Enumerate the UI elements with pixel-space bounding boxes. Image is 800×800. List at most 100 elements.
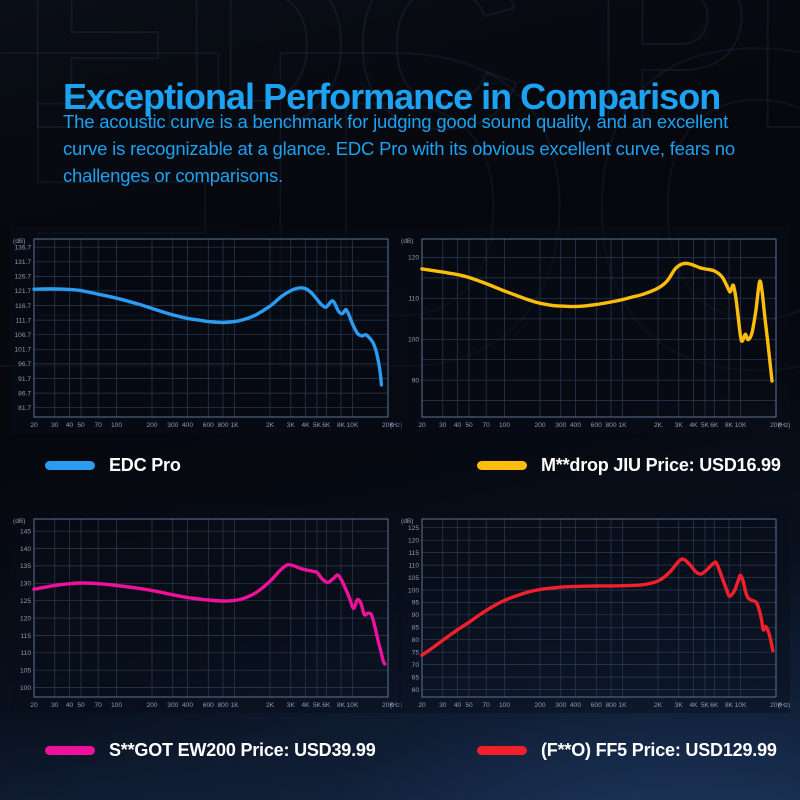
svg-text:300: 300 bbox=[555, 422, 566, 429]
svg-text:110: 110 bbox=[20, 650, 31, 657]
svg-text:115: 115 bbox=[408, 550, 419, 557]
svg-text:200: 200 bbox=[534, 702, 545, 709]
svg-text:136.7: 136.7 bbox=[14, 245, 31, 252]
chart-panel-edc-pro: 136.7 131.7 126.7 121.7 116.7 111.7 106.7 101.7… bbox=[10, 227, 402, 433]
svg-text:800: 800 bbox=[605, 422, 616, 429]
svg-text:100: 100 bbox=[111, 422, 122, 429]
svg-text:(dB): (dB) bbox=[13, 518, 25, 525]
svg-text:116.7: 116.7 bbox=[15, 303, 31, 310]
svg-text:200: 200 bbox=[146, 422, 157, 429]
svg-text:(Hz): (Hz) bbox=[390, 422, 402, 429]
svg-text:50: 50 bbox=[465, 702, 473, 709]
svg-text:5K: 5K bbox=[701, 702, 710, 709]
svg-text:3K: 3K bbox=[287, 702, 296, 709]
svg-text:121.7: 121.7 bbox=[14, 288, 31, 295]
svg-text:3K: 3K bbox=[675, 422, 684, 429]
legend-item-sgot-ew200: S**GOT EW200 Price: USD39.99 bbox=[45, 735, 376, 765]
legend-row-top: EDC Pro M**drop JIU Price: USD16.99 bbox=[0, 450, 800, 480]
svg-text:(Hz): (Hz) bbox=[390, 702, 402, 709]
svg-text:400: 400 bbox=[182, 422, 193, 429]
svg-text:100: 100 bbox=[499, 702, 510, 709]
frequency-response-chart-sgot-ew200: 145 140 135 130 125 120 115 110 105 100 20 30 40 50 70… bbox=[13, 518, 402, 709]
svg-text:100: 100 bbox=[408, 337, 419, 344]
legend-label: (F**O) FF5 Price: USD129.99 bbox=[541, 739, 777, 760]
svg-text:300: 300 bbox=[167, 422, 178, 429]
svg-text:2K: 2K bbox=[266, 422, 275, 429]
page-subtitle: The acoustic curve is a benchmark for ju… bbox=[63, 108, 763, 189]
subtitle-line: challenges or comparisons. bbox=[63, 165, 283, 186]
svg-text:6K: 6K bbox=[710, 422, 719, 429]
svg-text:20K: 20K bbox=[770, 702, 782, 709]
svg-text:8K: 8K bbox=[725, 422, 734, 429]
subtitle-line: The acoustic curve is a benchmark for ju… bbox=[63, 111, 729, 132]
svg-text:120: 120 bbox=[408, 255, 419, 262]
svg-text:86.7: 86.7 bbox=[18, 390, 31, 397]
svg-text:(dB): (dB) bbox=[401, 238, 413, 245]
svg-text:100: 100 bbox=[111, 702, 122, 709]
svg-text:8K: 8K bbox=[725, 702, 734, 709]
legend-item-mdrop-jiu: M**drop JIU Price: USD16.99 bbox=[477, 450, 781, 480]
svg-text:20: 20 bbox=[418, 702, 426, 709]
svg-text:20K: 20K bbox=[382, 422, 394, 429]
legend-swatch-blue bbox=[45, 460, 95, 470]
svg-text:135: 135 bbox=[20, 563, 31, 570]
svg-text:60: 60 bbox=[412, 687, 420, 694]
svg-text:300: 300 bbox=[555, 702, 566, 709]
svg-text:1K: 1K bbox=[230, 422, 239, 429]
svg-text:120: 120 bbox=[20, 615, 31, 622]
svg-text:81.7: 81.7 bbox=[18, 405, 31, 412]
svg-text:10K: 10K bbox=[347, 702, 359, 709]
svg-text:125: 125 bbox=[20, 598, 31, 605]
legend-label: EDC Pro bbox=[109, 454, 181, 475]
svg-text:800: 800 bbox=[217, 422, 228, 429]
svg-text:10K: 10K bbox=[347, 422, 359, 429]
svg-text:(dB): (dB) bbox=[401, 518, 413, 525]
svg-text:145: 145 bbox=[20, 529, 31, 536]
svg-text:70: 70 bbox=[95, 702, 103, 709]
svg-text:400: 400 bbox=[570, 422, 581, 429]
svg-text:101.7: 101.7 bbox=[14, 347, 31, 354]
svg-text:400: 400 bbox=[570, 702, 581, 709]
frequency-response-chart-edc-pro: 136.7 131.7 126.7 121.7 116.7 111.7 106.7 101.7… bbox=[13, 238, 402, 429]
legend-item-edc-pro: EDC Pro bbox=[45, 450, 181, 480]
svg-text:40: 40 bbox=[66, 702, 74, 709]
svg-text:(dB): (dB) bbox=[13, 238, 25, 245]
svg-text:131.7: 131.7 bbox=[14, 259, 31, 266]
svg-text:6K: 6K bbox=[322, 702, 331, 709]
svg-text:65: 65 bbox=[412, 674, 420, 681]
svg-text:200: 200 bbox=[146, 702, 157, 709]
svg-text:30: 30 bbox=[51, 702, 59, 709]
svg-text:2K: 2K bbox=[654, 702, 663, 709]
svg-text:100: 100 bbox=[20, 685, 31, 692]
svg-text:85: 85 bbox=[412, 625, 420, 632]
svg-text:4K: 4K bbox=[301, 702, 310, 709]
svg-text:8K: 8K bbox=[337, 702, 346, 709]
svg-text:20: 20 bbox=[30, 702, 38, 709]
svg-text:96.7: 96.7 bbox=[18, 361, 31, 368]
svg-text:600: 600 bbox=[591, 422, 602, 429]
svg-text:105: 105 bbox=[408, 575, 419, 582]
svg-text:130: 130 bbox=[20, 581, 31, 588]
svg-text:600: 600 bbox=[203, 422, 214, 429]
svg-text:600: 600 bbox=[203, 702, 214, 709]
svg-text:111.7: 111.7 bbox=[15, 317, 31, 324]
svg-text:4K: 4K bbox=[301, 422, 310, 429]
chart-panel-sgot-ew200: 145 140 135 130 125 120 115 110 105 100 20 30 40 50 70… bbox=[10, 507, 402, 713]
svg-text:140: 140 bbox=[20, 546, 31, 553]
svg-text:50: 50 bbox=[77, 422, 85, 429]
svg-text:20: 20 bbox=[418, 422, 426, 429]
svg-text:70: 70 bbox=[412, 662, 420, 669]
svg-text:75: 75 bbox=[412, 650, 420, 657]
legend-swatch-magenta bbox=[45, 745, 95, 755]
chart-panel-mdrop-jiu: 120 110 100 90 20 30 40 50 70 100 200 300 400 600 800 1… bbox=[398, 227, 790, 433]
svg-text:40: 40 bbox=[454, 702, 462, 709]
svg-text:70: 70 bbox=[483, 422, 491, 429]
svg-text:6K: 6K bbox=[710, 702, 719, 709]
svg-text:110: 110 bbox=[408, 296, 419, 303]
legend-row-bottom: S**GOT EW200 Price: USD39.99 (F**O) FF5 … bbox=[0, 735, 800, 765]
legend-item-fo-ff5: (F**O) FF5 Price: USD129.99 bbox=[477, 735, 777, 765]
svg-text:5K: 5K bbox=[313, 422, 322, 429]
legend-label: S**GOT EW200 Price: USD39.99 bbox=[109, 739, 376, 760]
